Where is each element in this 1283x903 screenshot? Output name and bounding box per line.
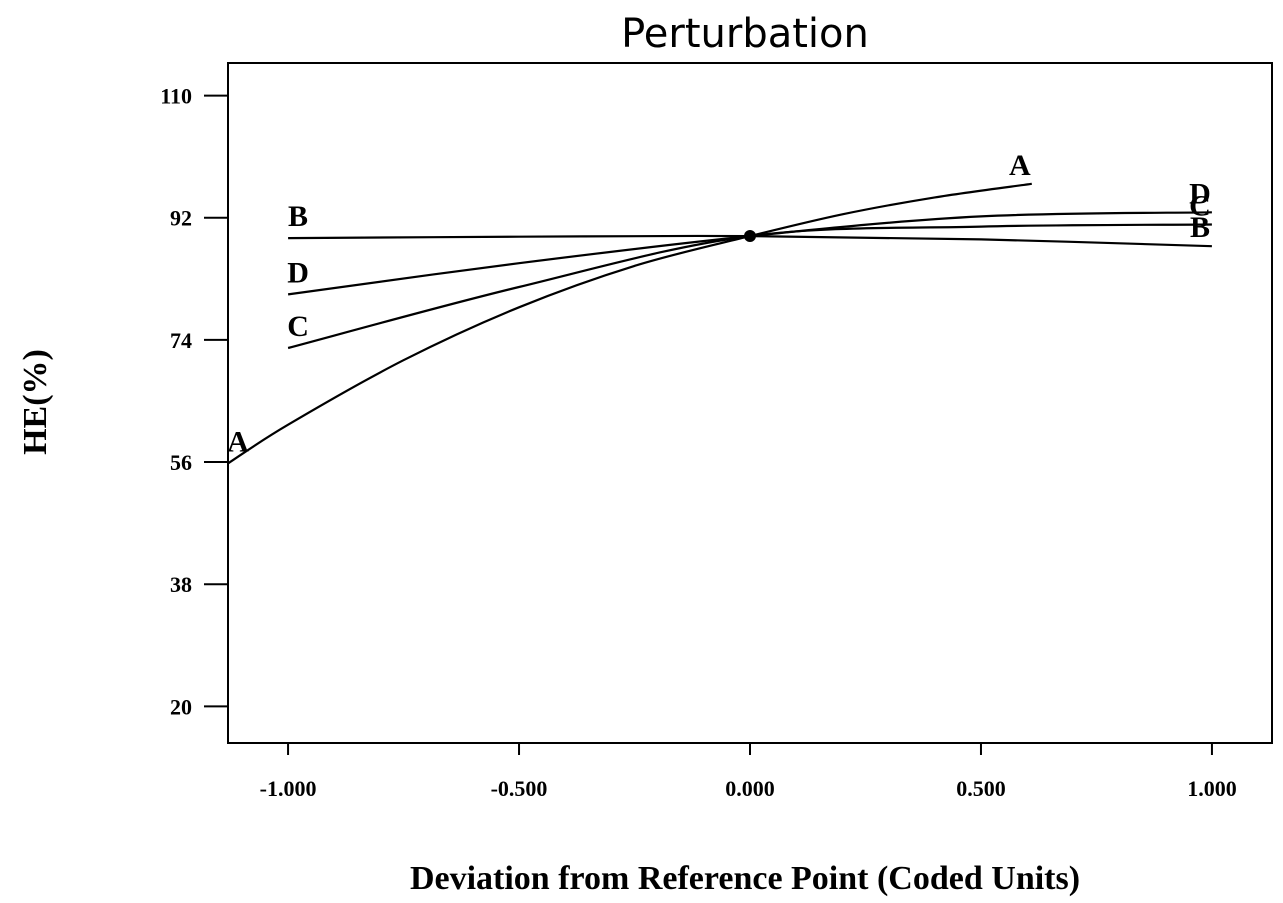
x-tick-label: -1.000	[260, 776, 317, 801]
y-axis-title: HE(%)	[17, 349, 54, 455]
y-tick-label: 92	[170, 206, 192, 231]
series-label-a-end: A	[1009, 149, 1031, 182]
series-label-c-end: C	[1189, 190, 1211, 223]
x-tick-label: 0.000	[725, 776, 775, 801]
chart-title: Perturbation	[621, 11, 869, 57]
reference-point-marker	[744, 230, 756, 243]
series-label-d-end: D	[1189, 177, 1211, 210]
series-line-a	[227, 182, 1032, 465]
series-label-c-start: C	[287, 310, 309, 343]
x-axis-title: Deviation from Reference Point (Coded Un…	[410, 860, 1080, 897]
plot-frame	[227, 62, 1273, 744]
y-tick-label: 20	[170, 694, 192, 719]
y-tick-label: 110	[160, 84, 192, 109]
series-label-d-start: D	[287, 256, 309, 289]
y-axis: 20 38 56 74 92 110	[160, 84, 228, 719]
x-axis: -1.000 -0.500 0.000 0.500 1.000	[260, 743, 1237, 801]
x-tick-label: 1.000	[1187, 776, 1237, 801]
y-tick-label: 74	[170, 328, 192, 353]
series-line-c	[287, 223, 1212, 350]
series-label-b-start: B	[288, 200, 308, 233]
series-label-b-end: B	[1190, 211, 1210, 244]
y-tick-label: 38	[170, 572, 192, 597]
series-label-a-start: A	[227, 425, 249, 458]
x-tick-label: -0.500	[491, 776, 548, 801]
x-tick-label: 0.500	[956, 776, 1006, 801]
series-group	[227, 182, 1212, 465]
y-tick-label: 56	[170, 450, 192, 475]
